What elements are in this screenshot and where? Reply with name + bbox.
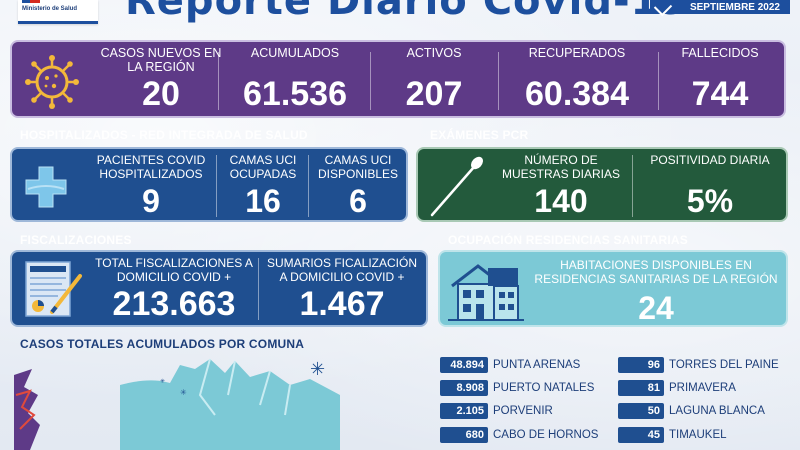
stat-value: 207 xyxy=(405,75,463,113)
stat-label: NÚMERO DE MUESTRAS DIARIAS xyxy=(501,153,621,181)
stat-label: POSITIVIDAD DIARIA xyxy=(650,153,770,167)
flag-icon xyxy=(22,0,40,3)
divider xyxy=(632,155,633,217)
stat-value: 61.536 xyxy=(243,75,347,113)
stat-fallecidos: FALLECIDOS 744 xyxy=(660,46,780,116)
stat-label: HABITACIONES DISPONIBLES EN RESIDENCIAS … xyxy=(534,258,778,286)
report-title: Reporte Diario Covid-19 xyxy=(125,0,689,24)
stat-label: CASOS NUEVOS EN LA REGIÓN xyxy=(100,46,222,74)
medical-cross-icon xyxy=(25,166,67,208)
stat-value: 5% xyxy=(686,183,734,219)
stat-value: 16 xyxy=(245,183,281,219)
stat-value: 20 xyxy=(142,75,180,113)
comuna-row: 81 PRIMAVERA xyxy=(618,380,736,396)
section-title-pcr: EXÁMENES PCR xyxy=(430,128,529,142)
comuna-value: 45 xyxy=(618,427,664,443)
divider xyxy=(498,52,499,110)
divider xyxy=(258,258,259,320)
stat-value: 744 xyxy=(691,75,749,113)
fiscalizaciones-panel: TOTAL FISCALIZACIONES A DOMICILIO COVID … xyxy=(10,250,428,327)
comuna-name: LAGUNA BLANCA xyxy=(669,405,765,417)
stat-habitaciones-disponibles: HABITACIONES DISPONIBLES EN RESIDENCIAS … xyxy=(530,258,782,326)
stat-label: TOTAL FISCALIZACIONES A DOMICILIO COVID … xyxy=(95,256,253,284)
comuna-name: PUERTO NATALES xyxy=(493,382,595,394)
svg-text:✳: ✳ xyxy=(160,378,165,385)
comuna-value: 81 xyxy=(618,380,664,396)
stat-value: 60.384 xyxy=(525,75,629,113)
stat-value: 9 xyxy=(142,183,160,219)
stat-pacientes-hospitalizados: PACIENTES COVID HOSPITALIZADOS 9 xyxy=(82,153,220,219)
comuna-row: 8.908 PUERTO NATALES xyxy=(440,380,594,396)
stat-casos-nuevos: CASOS NUEVOS EN LA REGIÓN 20 xyxy=(94,46,228,116)
stat-label: CAMAS UCI DISPONIBLES xyxy=(317,153,399,181)
logo-text: Ministerio de Salud xyxy=(22,6,78,12)
comuna-value: 2.105 xyxy=(440,403,488,419)
stat-value: 140 xyxy=(534,183,588,219)
section-title-fiscalizaciones: FISCALIZACIONES xyxy=(20,233,132,247)
pcr-panel: NÚMERO DE MUESTRAS DIARIAS 140 POSITIVID… xyxy=(416,147,788,222)
comuna-row: 2.105 PORVENIR xyxy=(440,403,553,419)
svg-text:✳: ✳ xyxy=(310,359,325,379)
swab-icon xyxy=(430,156,483,217)
comuna-value: 50 xyxy=(618,403,664,419)
residencias-panel: HABITACIONES DISPONIBLES EN RESIDENCIAS … xyxy=(438,250,788,327)
comuna-value: 96 xyxy=(618,357,664,373)
house-icon xyxy=(448,264,524,321)
stat-label: ACUMULADOS xyxy=(250,46,340,60)
comuna-value: 680 xyxy=(440,427,488,443)
summary-panel: CASOS NUEVOS EN LA REGIÓN 20 ACUMULADOS … xyxy=(10,40,786,118)
chevron-icon xyxy=(653,0,673,17)
stat-value: 6 xyxy=(349,183,367,219)
comuna-row: 45 TIMAUKEL xyxy=(618,427,727,443)
comuna-value: 48.894 xyxy=(440,357,488,373)
divider xyxy=(218,52,219,110)
stat-label: FALLECIDOS xyxy=(681,46,759,60)
region-map-illustration: ✳ ✳ ✳ xyxy=(14,358,340,450)
comuna-name: PRIMAVERA xyxy=(669,382,736,394)
comuna-row: 50 LAGUNA BLANCA xyxy=(618,403,765,419)
divider xyxy=(308,155,309,217)
date-text: SEPTIEMBRE 2022 xyxy=(689,1,780,13)
stat-camas-uci-ocupadas: CAMAS UCI OCUPADAS 16 xyxy=(218,153,308,219)
ministry-logo: Ministerio de Salud xyxy=(18,0,98,24)
stat-muestras-diarias: NÚMERO DE MUESTRAS DIARIAS 140 xyxy=(494,153,628,219)
section-title-hospital: HOSPITALIZADOS - RED INTEGRADA DE SALUD xyxy=(20,128,308,142)
comuna-row: 680 CABO DE HORNOS xyxy=(440,427,598,443)
comuna-value: 8.908 xyxy=(440,380,488,396)
stat-value: 1.467 xyxy=(299,285,385,323)
stat-positividad-diaria: POSITIVIDAD DIARIA 5% xyxy=(640,153,780,219)
divider xyxy=(216,155,217,217)
stat-label: CAMAS UCI OCUPADAS xyxy=(229,153,297,181)
section-title-comunas: CASOS TOTALES ACUMULADOS POR COMUNA xyxy=(20,337,305,351)
divider xyxy=(370,52,371,110)
stat-label: ACTIVOS xyxy=(406,46,462,60)
comuna-row: 96 TORRES DEL PAINE xyxy=(618,357,779,373)
hospital-panel: PACIENTES COVID HOSPITALIZADOS 9 CAMAS U… xyxy=(10,147,408,222)
stat-label: RECUPERADOS xyxy=(528,46,626,60)
comuna-name: TORRES DEL PAINE xyxy=(669,359,779,371)
comuna-row: 48.894 PUNTA ARENAS xyxy=(440,357,580,373)
stat-activos: ACTIVOS 207 xyxy=(372,46,496,116)
document-icon xyxy=(25,261,82,317)
comuna-name: PUNTA ARENAS xyxy=(493,359,581,371)
stat-camas-uci-disponibles: CAMAS UCI DISPONIBLES 6 xyxy=(310,153,406,219)
report-date: SEPTIEMBRE 2022 xyxy=(650,0,790,17)
stat-label: PACIENTES COVID HOSPITALIZADOS xyxy=(96,153,206,181)
stat-value: 24 xyxy=(638,290,674,326)
comuna-name: CABO DE HORNOS xyxy=(493,429,599,441)
stat-acumulados: ACUMULADOS 61.536 xyxy=(220,46,370,116)
comuna-name: PORVENIR xyxy=(493,405,553,417)
virus-icon xyxy=(25,55,79,109)
comuna-name: TIMAUKEL xyxy=(669,429,727,441)
stat-recuperados: RECUPERADOS 60.384 xyxy=(500,46,654,116)
stat-label: SUMARIOS FICALIZACIÓN A DOMICILIO COVID … xyxy=(266,256,418,284)
section-title-residencias: OCUPACIÓN RESIDENCIAS SANITARIAS xyxy=(448,233,688,247)
stat-total-fiscalizaciones: TOTAL FISCALIZACIONES A DOMICILIO COVID … xyxy=(88,256,260,322)
stat-value: 213.663 xyxy=(112,285,236,323)
svg-text:✳: ✳ xyxy=(180,388,187,397)
stat-sumarios-fiscalizacion: SUMARIOS FICALIZACIÓN A DOMICILIO COVID … xyxy=(262,256,422,322)
divider xyxy=(658,52,659,110)
